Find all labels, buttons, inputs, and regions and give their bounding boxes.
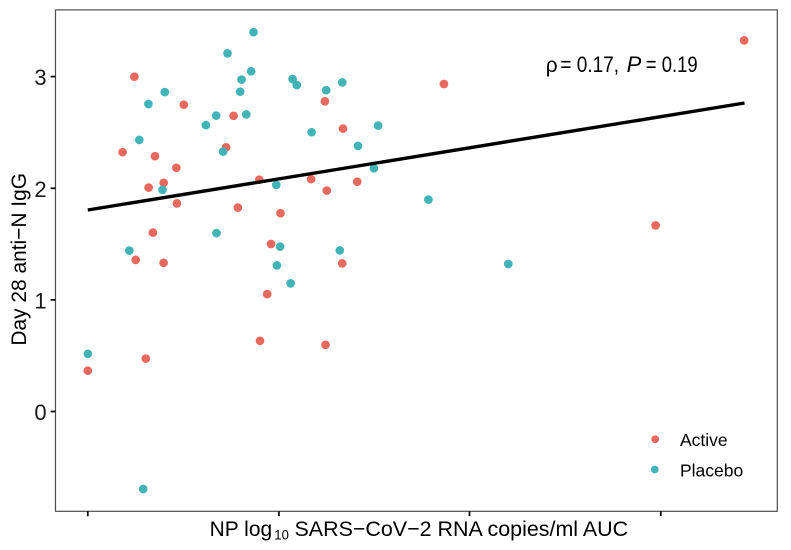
svg-text:Day 28 anti−N IgG: Day 28 anti−N IgG — [7, 173, 31, 346]
svg-text:1: 1 — [34, 288, 46, 313]
svg-text:2: 2 — [34, 177, 46, 202]
svg-text:Placebo: Placebo — [680, 460, 743, 480]
svg-text:10: 10 — [274, 528, 289, 543]
svg-text:Active: Active — [680, 430, 728, 450]
svg-text:NP log: NP log — [210, 517, 273, 541]
svg-text:ρ: ρ — [546, 54, 558, 77]
svg-text:= 0.17,: = 0.17, — [560, 52, 619, 77]
svg-text:3: 3 — [34, 65, 46, 90]
svg-text:P: P — [627, 52, 642, 77]
svg-text:0: 0 — [34, 400, 46, 425]
svg-text:SARS−CoV−2 RNA copies/ml AUC: SARS−CoV−2 RNA copies/ml AUC — [295, 517, 629, 541]
svg-text:= 0.19: = 0.19 — [646, 52, 698, 77]
